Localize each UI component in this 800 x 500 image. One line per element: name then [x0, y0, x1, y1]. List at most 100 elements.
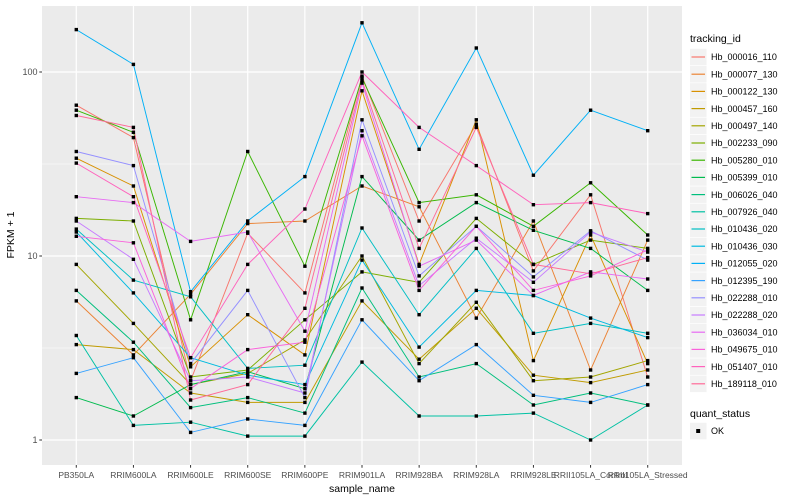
- data-point: [246, 417, 250, 421]
- legend-item: Hb_051407_010: [690, 358, 778, 375]
- data-point: [303, 382, 307, 387]
- data-point: [588, 233, 593, 237]
- x-tick-label: RRIM600LA: [110, 470, 157, 480]
- data-point: [360, 129, 364, 133]
- data-point: [417, 274, 421, 278]
- data-point: [246, 375, 250, 379]
- data-point: [303, 423, 307, 428]
- axis-ticks: 1 10 100 PB350LA RRIM600LA RRIM600LE RRIM600SE…: [22, 67, 687, 480]
- data-point: [417, 280, 421, 284]
- legend-item-label: Hb_010436_020: [711, 224, 778, 234]
- legend-item: Hb_005280_010: [690, 152, 778, 169]
- legend-item: Hb_012055_020: [690, 255, 778, 272]
- data-point: [131, 356, 136, 360]
- data-point: [360, 226, 364, 230]
- data-point: [588, 181, 593, 185]
- legend-item: Hb_036034_010: [690, 324, 778, 341]
- quant-item-label: OK: [711, 426, 724, 436]
- data-point: [588, 246, 593, 251]
- data-point: [531, 173, 536, 177]
- data-point: [303, 395, 307, 400]
- x-tick-label: RRII105LA_Stressed: [608, 470, 688, 480]
- data-point: [531, 262, 536, 267]
- data-point: [417, 205, 421, 209]
- data-point: [74, 219, 78, 223]
- legend-item-label: Hb_000016_110: [711, 52, 777, 62]
- data-point: [303, 338, 307, 342]
- data-point: [188, 295, 193, 299]
- legend-item: Hb_000457_160: [690, 100, 778, 117]
- data-point: [131, 353, 136, 357]
- data-point: [74, 333, 78, 338]
- data-point: [588, 272, 593, 276]
- data-point: [74, 395, 78, 400]
- data-point: [360, 76, 364, 80]
- data-point: [303, 434, 307, 438]
- legend-item-label: Hb_022288_020: [711, 310, 778, 320]
- data-point: [588, 108, 593, 112]
- data-point: [74, 288, 78, 293]
- data-point: [646, 233, 650, 237]
- data-point: [646, 250, 650, 254]
- legend-item: Hb_049675_010: [690, 341, 778, 358]
- data-point: [246, 395, 250, 400]
- data-point: [588, 368, 593, 372]
- data-point: [360, 81, 364, 85]
- legend-item-label: Hb_189118_010: [711, 379, 777, 389]
- data-point: [588, 274, 593, 278]
- data-point: [74, 149, 78, 154]
- legend-item-label: Hb_007926_040: [711, 207, 778, 217]
- data-point: [360, 270, 364, 274]
- data-point: [588, 438, 593, 442]
- data-point: [131, 340, 136, 344]
- data-point: [646, 403, 650, 407]
- data-point: [417, 375, 421, 379]
- data-point: [588, 380, 593, 385]
- tracking-id-legend: Hb_000016_110 Hb_000077_130 Hb_000122_130 H…: [690, 48, 778, 393]
- data-point: [303, 306, 307, 310]
- data-point: [303, 291, 307, 295]
- legend-item-label: Hb_006026_040: [711, 190, 778, 200]
- data-point: [131, 219, 136, 223]
- data-point: [74, 195, 78, 199]
- legend-item: Hb_022288_020: [690, 306, 778, 324]
- data-point: [246, 382, 250, 387]
- x-axis-title: sample_name: [329, 483, 395, 495]
- data-point: [588, 238, 593, 242]
- data-point: [360, 360, 364, 364]
- data-point: [474, 118, 478, 122]
- legend-item-label: Hb_012055_020: [711, 259, 778, 269]
- data-point: [417, 219, 421, 223]
- data-point: [417, 414, 421, 418]
- quant-legend-item: OK: [690, 422, 724, 440]
- legend-item: Hb_000016_110: [690, 48, 777, 66]
- data-point: [474, 46, 478, 50]
- data-point: [417, 313, 421, 317]
- data-point: [417, 125, 421, 130]
- legend-title: tracking_id: [690, 33, 741, 45]
- data-point: [74, 371, 78, 376]
- legend-item: Hb_012395_190: [690, 272, 778, 289]
- data-point: [474, 163, 478, 168]
- data-point: [246, 219, 250, 223]
- data-point: [188, 356, 193, 360]
- data-point: [531, 224, 536, 228]
- data-point: [531, 203, 536, 207]
- data-point: [474, 306, 478, 310]
- legend-item: Hb_000122_130: [690, 83, 778, 100]
- data-point: [131, 347, 136, 352]
- data-point: [188, 405, 193, 410]
- data-point: [531, 275, 536, 279]
- x-tick-label: RRIM600LE: [167, 470, 214, 480]
- data-point: [531, 269, 536, 273]
- legend-item-label: Hb_051407_010: [711, 362, 778, 372]
- data-point: [188, 391, 193, 395]
- data-point: [474, 125, 478, 130]
- data-point: [417, 264, 421, 268]
- data-point: [531, 373, 536, 377]
- legend-item: Hb_022288_010: [690, 289, 778, 307]
- x-tick-label: RRIM928LA: [453, 470, 500, 480]
- data-point: [303, 387, 307, 391]
- data-point: [531, 379, 536, 383]
